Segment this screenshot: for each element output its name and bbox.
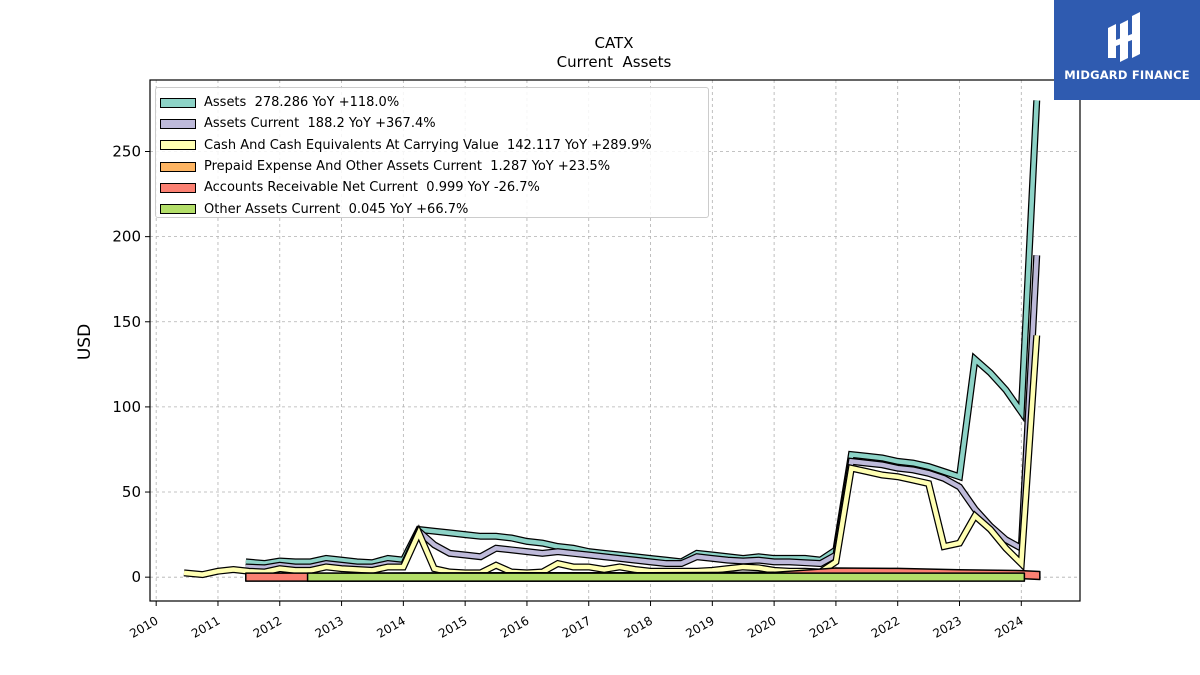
x-tick-label: 2022 (869, 613, 902, 640)
x-tick-label: 2016 (498, 613, 531, 640)
x-axis-ticks: 2010 2011 2012 2013 2014 2015 2016 2017 2018 2019… (127, 601, 1026, 641)
legend-item: Assets Current 188.2 YoY +367.4% (160, 113, 708, 134)
y-tick-label: 50 (122, 483, 141, 501)
y-tick-label: 100 (112, 398, 141, 416)
brand-logo: MIDGARD FINANCE (1054, 0, 1200, 100)
legend-label: Cash And Cash Equivalents At Carrying Va… (204, 137, 652, 153)
legend-item: Assets 278.286 YoY +118.0% (160, 92, 708, 113)
legend-item: Cash And Cash Equivalents At Carrying Va… (160, 135, 708, 156)
x-tick-label: 2015 (436, 613, 469, 640)
x-tick-label: 2011 (189, 613, 222, 640)
series-3-outline (183, 335, 1041, 579)
x-tick-label: 2012 (251, 613, 284, 640)
y-tick-label: 250 (112, 143, 141, 161)
series-6 (306, 572, 1026, 582)
legend-swatch (160, 140, 196, 151)
series-3-line (183, 335, 1039, 577)
legend-label: Prepaid Expense And Other Assets Current… (204, 159, 611, 175)
y-tick-label: 200 (112, 228, 141, 246)
legend-swatch (160, 204, 196, 215)
chart-title: CATX (594, 34, 633, 52)
legend-swatch (160, 97, 196, 108)
x-tick-label: 2018 (622, 613, 655, 640)
legend-label: Other Assets Current 0.045 YoY +66.7% (204, 201, 469, 217)
series-2-outline (245, 255, 1041, 572)
legend-swatch (160, 118, 196, 129)
series-6-band (306, 572, 1026, 582)
legend-swatch (160, 161, 196, 172)
plot-frame (149, 79, 1081, 602)
y-axis-ticks: 0 50 100 150 200 250 (112, 143, 150, 586)
x-tick-label: 2017 (560, 613, 593, 640)
series-layer (183, 100, 1041, 582)
chart-legend: Assets 278.286 YoY +118.0% Assets Current… (155, 87, 709, 218)
x-tick-label: 2019 (683, 613, 716, 640)
brand-name: MIDGARD FINANCE (1064, 68, 1190, 82)
y-tick-label: 0 (131, 568, 141, 586)
y-tick-label: 150 (112, 313, 141, 331)
legend-label: Assets 278.286 YoY +118.0% (204, 95, 400, 111)
chart-subtitle: Current Assets (557, 53, 672, 71)
legend-label: Accounts Receivable Net Current 0.999 Yo… (204, 180, 540, 196)
series-2 (245, 255, 1041, 572)
x-tick-label: 2023 (931, 613, 964, 640)
legend-item: Accounts Receivable Net Current 0.999 Yo… (160, 177, 708, 198)
legend-item: Other Assets Current 0.045 YoY +66.7% (160, 198, 708, 219)
x-tick-label: 2010 (127, 613, 160, 640)
y-axis-label: USD (75, 324, 95, 360)
series-2-line (245, 255, 1039, 571)
x-tick-label: 2014 (374, 613, 407, 640)
x-tick-label: 2020 (745, 613, 778, 640)
x-tick-label: 2013 (313, 613, 346, 640)
midgard-logo-icon (1108, 12, 1140, 62)
legend-label: Assets Current 188.2 YoY +367.4% (204, 116, 436, 132)
series-3 (183, 335, 1041, 579)
x-tick-label: 2021 (807, 613, 840, 640)
legend-swatch (160, 182, 196, 193)
x-tick-label: 2024 (992, 613, 1025, 640)
legend-item: Prepaid Expense And Other Assets Current… (160, 156, 708, 177)
